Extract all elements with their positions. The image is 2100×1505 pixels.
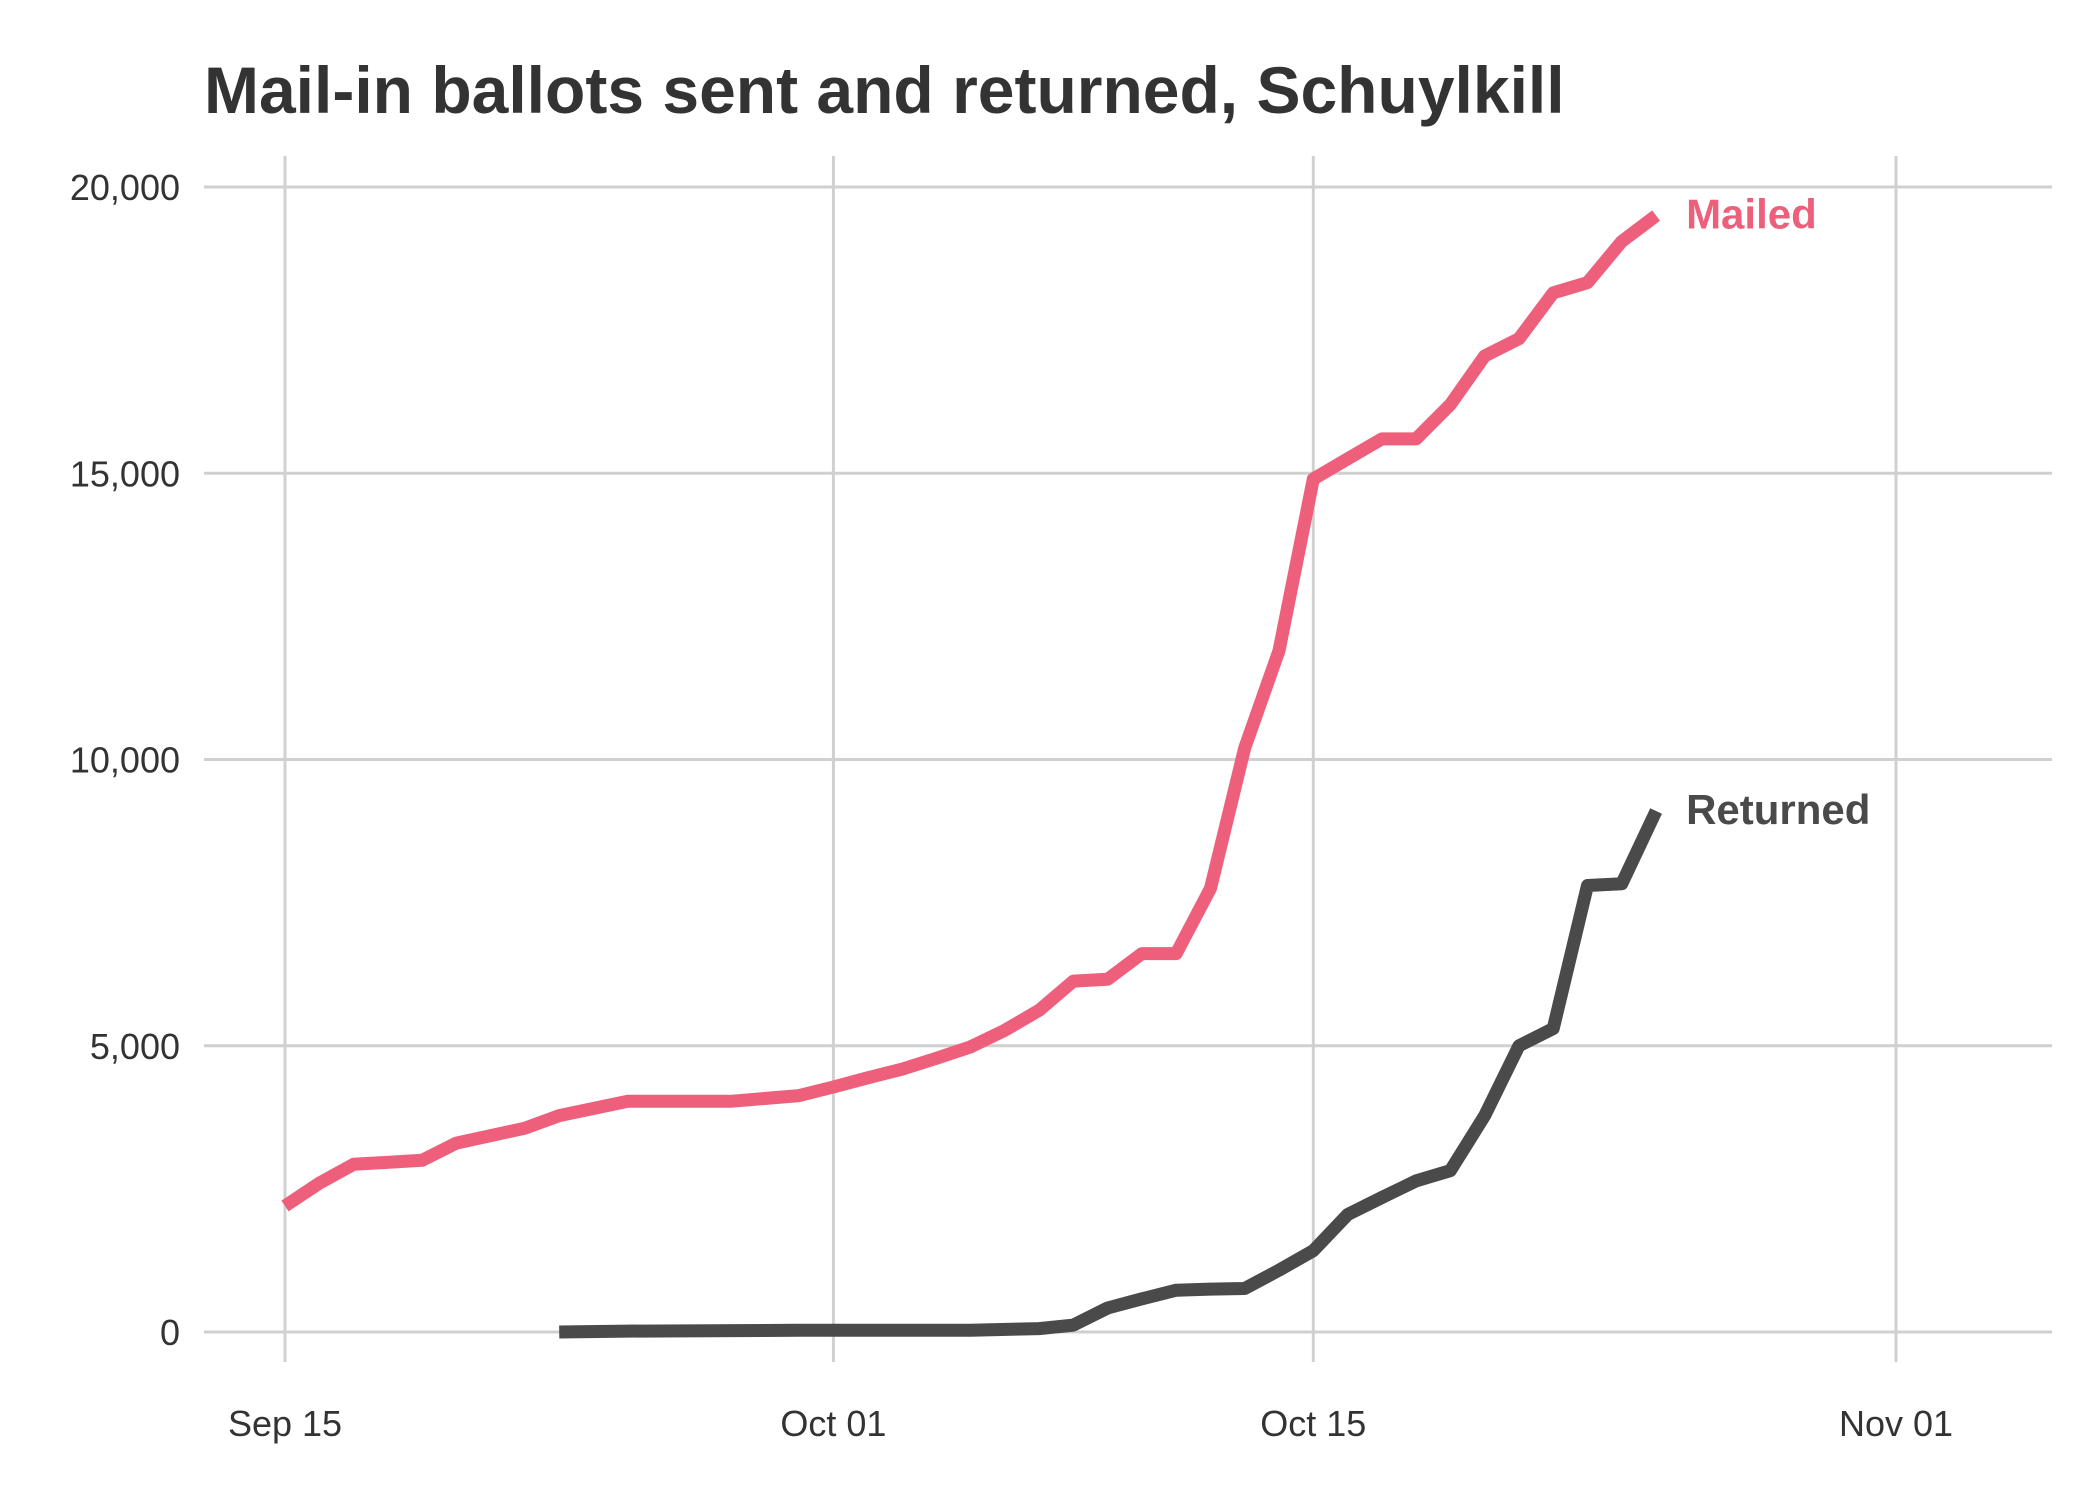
x-axis-ticks: Sep 15 Oct 01 Oct 15 Nov 01 [228, 1403, 1953, 1444]
mailed-series-label: Mailed [1686, 191, 1817, 238]
x-tick-label: Sep 15 [228, 1403, 342, 1444]
returned-series-label: Returned [1686, 786, 1870, 833]
returned-series-line [559, 808, 1662, 1339]
y-tick-label: 5,000 [90, 1026, 180, 1067]
series-lines [281, 210, 1662, 1339]
mailed-series-line [281, 210, 1661, 1212]
series-labels: Mailed Returned [1686, 191, 1870, 833]
chart-title: Mail-in ballots sent and returned, Schuy… [204, 53, 1565, 127]
y-axis-ticks: 0 5,000 10,000 15,000 20,000 [70, 167, 180, 1353]
y-tick-label: 0 [160, 1312, 180, 1353]
grid-lines [204, 156, 2052, 1362]
x-tick-label: Oct 01 [780, 1403, 886, 1444]
y-tick-label: 15,000 [70, 453, 180, 494]
y-tick-label: 20,000 [70, 167, 180, 208]
y-tick-label: 10,000 [70, 740, 180, 781]
x-tick-label: Nov 01 [1839, 1403, 1953, 1444]
x-tick-label: Oct 15 [1260, 1403, 1366, 1444]
